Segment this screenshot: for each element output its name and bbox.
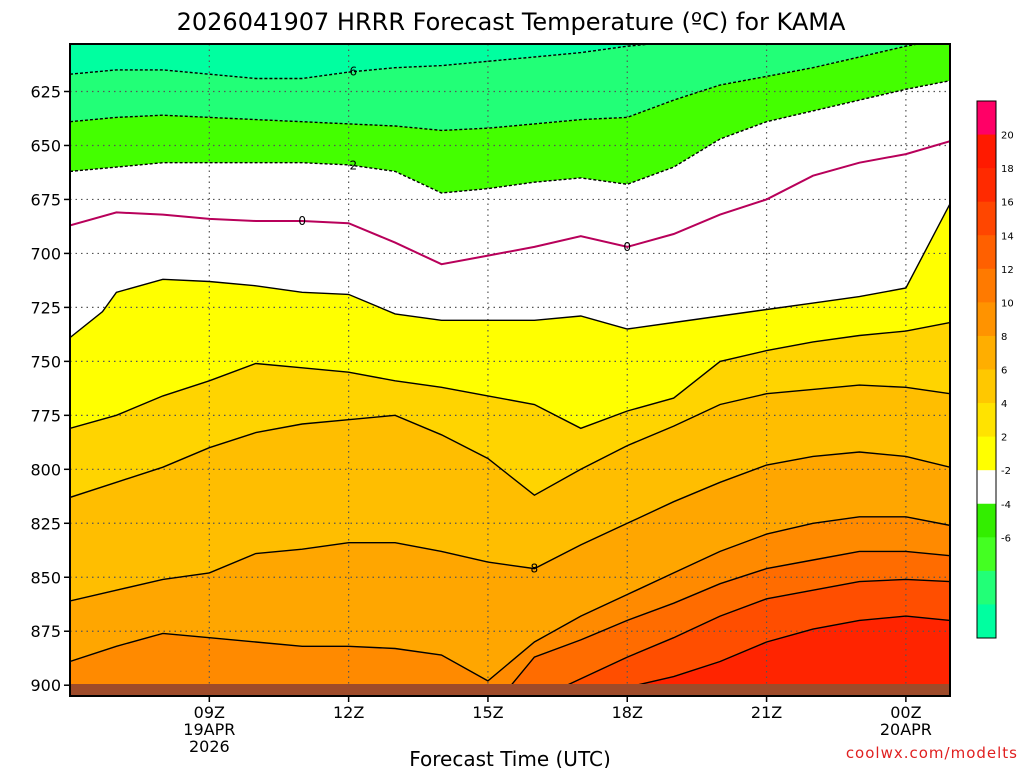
colorbar-swatch — [977, 570, 996, 605]
contour-line — [70, 203, 950, 339]
colorbar-swatch — [977, 503, 996, 538]
y-tick-label: 750 — [30, 352, 61, 371]
contour-label: 6 — [349, 65, 357, 79]
y-tick-label: 725 — [30, 298, 61, 317]
contour-line — [70, 80, 950, 194]
band-fill-11 — [70, 579, 950, 686]
band-fill-7 — [70, 385, 950, 601]
x-tick-label: 09Z — [194, 703, 225, 722]
colorbar-swatch — [977, 268, 996, 303]
colorbar-frame — [976, 100, 997, 639]
ground-strip — [70, 684, 950, 696]
plot-frame — [69, 43, 951, 697]
colorbar-swatch — [977, 604, 996, 639]
colorbar-swatch — [977, 101, 996, 136]
colorbar-label: 18 — [1001, 164, 1014, 175]
colorbar-label: -4 — [1001, 500, 1011, 511]
y-tick-label: 850 — [30, 568, 61, 587]
colorbar-swatch — [977, 369, 996, 404]
colorbar-label: 2 — [1001, 433, 1007, 444]
x-tick-label: 15Z — [472, 703, 503, 722]
colorbar-label: -6 — [1001, 533, 1011, 544]
chart-title: 2026041907 HRRR Forecast Temperature (ºC… — [177, 8, 846, 36]
colorbar-swatch — [977, 134, 996, 169]
colorbar-label: 4 — [1001, 399, 1007, 410]
contour-lines — [70, 44, 950, 686]
colorbar-swatch — [977, 537, 996, 572]
band-fill-3 — [70, 80, 950, 265]
contour-label: 0 — [298, 214, 306, 228]
x-tick-label: 18Z — [612, 703, 643, 722]
x-tick-label: 2026 — [189, 737, 230, 756]
contour-line — [70, 516, 950, 682]
contour-line — [70, 44, 658, 80]
x-tick-label: 21Z — [751, 703, 782, 722]
y-tick-label: 825 — [30, 514, 61, 533]
colorbar-swatch — [977, 470, 996, 505]
x-axis-title: Forecast Time (UTC) — [409, 747, 611, 768]
colorbar-swatch — [977, 335, 996, 370]
y-tick-label: 800 — [30, 460, 61, 479]
colorbar-label: 20 — [1001, 131, 1014, 142]
grid-lines — [70, 44, 950, 696]
contour-label: 0 — [623, 240, 631, 254]
colorbar-label: 8 — [1001, 332, 1007, 343]
contour-line — [510, 550, 950, 686]
colorbar-swatch — [977, 302, 996, 337]
x-tick-label: 20APR — [880, 720, 932, 739]
band-fill-2 — [70, 44, 950, 193]
contour-line — [70, 451, 950, 602]
band-fill-1 — [70, 44, 950, 131]
colorbar-label: 6 — [1001, 366, 1007, 377]
band-fill-10 — [70, 551, 950, 686]
band-fill-9 — [70, 516, 950, 686]
x-tick-label: 00Z — [890, 703, 921, 722]
band-fill-4 — [70, 141, 950, 338]
colorbar-swatch — [977, 403, 996, 438]
x-tick-label: 12Z — [333, 703, 364, 722]
band-fill-8 — [70, 452, 950, 681]
colorbar-label: -2 — [1001, 466, 1011, 477]
band-fill-5 — [70, 203, 950, 429]
y-tick-label: 775 — [30, 406, 61, 425]
band-fill-6 — [70, 322, 950, 498]
y-tick-label: 650 — [30, 136, 61, 155]
y-tick-label: 900 — [30, 676, 61, 695]
band-fill-0 — [70, 44, 950, 79]
colorbar-swatch — [977, 436, 996, 471]
contour-labels: 6 2 0 0 8 — [298, 65, 631, 576]
contour-line — [70, 44, 922, 132]
contour-line — [70, 321, 950, 430]
colorbar-label: 12 — [1001, 265, 1014, 276]
x-tick-label: 19APR — [183, 720, 235, 739]
colorbar-label: 16 — [1001, 198, 1014, 209]
credit-text: coolwx.com/modelts — [846, 744, 1018, 762]
contour-label: 2 — [349, 159, 357, 173]
contour-line — [636, 615, 950, 686]
y-tick-label: 700 — [30, 244, 61, 263]
colorbar-swatch — [977, 235, 996, 270]
contour-line — [70, 140, 950, 266]
plot-area: 6 2 0 0 8 — [70, 44, 950, 696]
colorbar-swatch — [977, 201, 996, 236]
y-tick-label: 675 — [30, 190, 61, 209]
contour-line — [566, 578, 950, 686]
y-tick-label: 875 — [30, 622, 61, 641]
contour-label: 8 — [531, 562, 539, 576]
colorbar-label: 14 — [1001, 231, 1014, 242]
colorbar-label: 10 — [1001, 298, 1014, 309]
colorbar: 20 18 16 14 12 10 8 6 4 2 -2 -4 -6 — [976, 100, 1014, 639]
colorbar-swatch — [977, 168, 996, 203]
y-tick-label: 625 — [30, 82, 61, 101]
band-18-20 — [70, 616, 950, 696]
y-axis: 625 650 675 700 725 750 775 800 825 850 875 900 — [30, 82, 70, 695]
contour-line — [70, 384, 950, 499]
